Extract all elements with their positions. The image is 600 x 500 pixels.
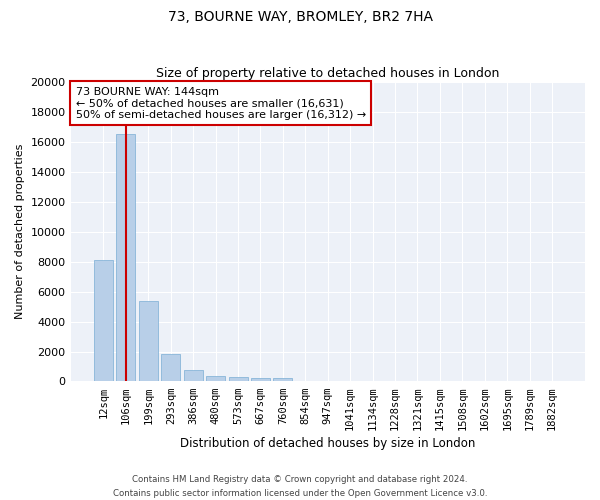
X-axis label: Distribution of detached houses by size in London: Distribution of detached houses by size … [180,437,475,450]
Bar [184,370,203,382]
Bar [206,376,225,382]
Bar [161,354,180,382]
Bar [229,378,248,382]
Y-axis label: Number of detached properties: Number of detached properties [15,144,25,320]
Text: Contains HM Land Registry data © Crown copyright and database right 2024.
Contai: Contains HM Land Registry data © Crown c… [113,476,487,498]
Bar [251,378,270,382]
Text: 73, BOURNE WAY, BROMLEY, BR2 7HA: 73, BOURNE WAY, BROMLEY, BR2 7HA [167,10,433,24]
Text: 73 BOURNE WAY: 144sqm
← 50% of detached houses are smaller (16,631)
50% of semi-: 73 BOURNE WAY: 144sqm ← 50% of detached … [76,86,366,120]
Bar [139,300,158,382]
Bar [274,378,292,382]
Bar [116,134,136,382]
Bar [94,260,113,382]
Title: Size of property relative to detached houses in London: Size of property relative to detached ho… [156,66,499,80]
